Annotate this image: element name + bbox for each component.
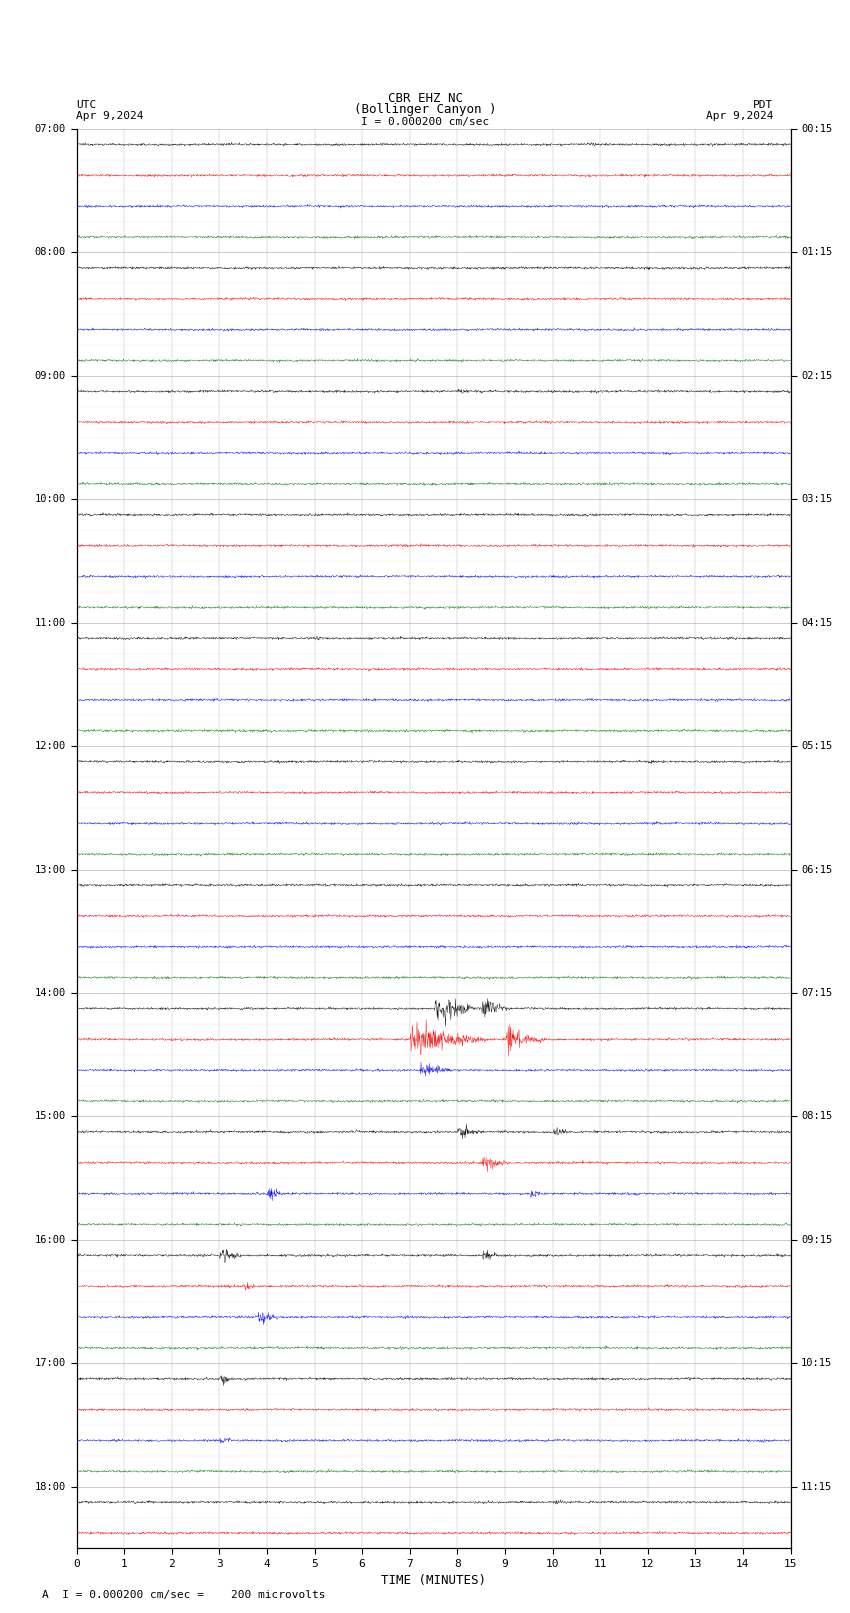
Text: Apr 9,2024: Apr 9,2024	[76, 111, 144, 121]
Text: I = 0.000200 cm/sec: I = 0.000200 cm/sec	[361, 118, 489, 127]
Text: UTC: UTC	[76, 100, 97, 110]
Text: CBR EHZ NC: CBR EHZ NC	[388, 92, 462, 105]
Text: PDT: PDT	[753, 100, 774, 110]
Text: (Bollinger Canyon ): (Bollinger Canyon )	[354, 103, 496, 116]
X-axis label: TIME (MINUTES): TIME (MINUTES)	[381, 1574, 486, 1587]
Text: A  I = 0.000200 cm/sec =    200 microvolts: A I = 0.000200 cm/sec = 200 microvolts	[42, 1590, 326, 1600]
Text: Apr 9,2024: Apr 9,2024	[706, 111, 774, 121]
